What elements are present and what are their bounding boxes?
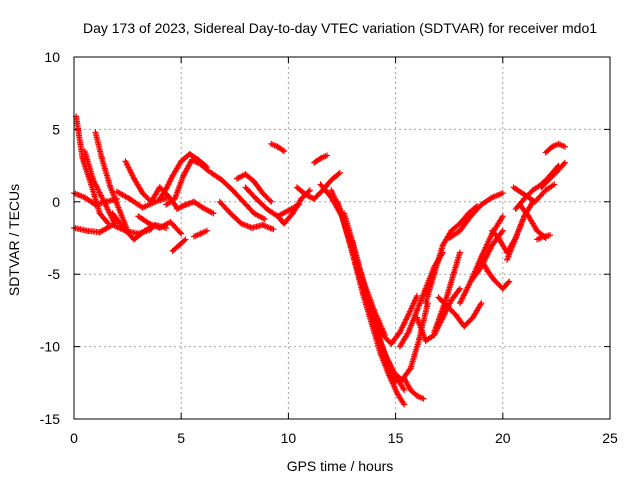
data-point (261, 216, 268, 223)
data-point (267, 197, 274, 204)
grid-lines (74, 57, 610, 419)
data-point (323, 152, 330, 159)
x-tick-label: 15 (388, 430, 404, 446)
data-series-arc-11 (163, 156, 213, 208)
data-point (178, 230, 185, 237)
data-series-arc-38 (478, 256, 513, 292)
data-series-arc-17 (233, 171, 275, 205)
data-series-arc-36 (456, 213, 506, 307)
data-series-arc-02 (73, 113, 112, 227)
data-series-arc-13 (169, 236, 189, 255)
data-point (414, 292, 421, 299)
data-point (177, 229, 184, 236)
data-point (478, 300, 485, 307)
data-point (499, 190, 506, 197)
data-series-arc-34 (435, 294, 485, 330)
data-series-arc-16 (216, 198, 277, 233)
data-series-arc-32 (422, 203, 481, 307)
data-point (203, 227, 210, 234)
data-series-arc-19 (268, 140, 288, 155)
chart-title: Day 173 of 2023, Sidereal Day-to-day VTE… (83, 20, 597, 36)
data-series-arc-44 (542, 140, 568, 156)
data-series-arc-46 (534, 232, 553, 243)
data-point (306, 187, 313, 194)
data-point (268, 198, 275, 205)
data-point (505, 279, 512, 286)
data-point (420, 395, 427, 402)
data-point (546, 232, 553, 239)
data-point (498, 229, 505, 236)
data-point (506, 278, 513, 285)
data-point (560, 160, 567, 167)
data-point (104, 219, 111, 226)
y-tick-label: 10 (44, 49, 60, 65)
data-point (499, 213, 506, 220)
x-tick-label: 10 (281, 430, 297, 446)
data-point (181, 237, 188, 244)
data-point (561, 143, 568, 150)
y-tick-label: 5 (52, 121, 60, 137)
data-point (335, 170, 342, 177)
data-series-arc-05 (92, 129, 131, 234)
data-series-arc-28 (381, 300, 431, 383)
y-tick-label: -5 (48, 266, 61, 282)
data-point (455, 286, 462, 293)
data-point (182, 236, 189, 243)
axis-ticks: 0 5 10 15 20 25 10 5 0 -5 -10 -15 (40, 49, 618, 446)
data-series-arc-15 (208, 169, 268, 223)
data-series-arc-31 (414, 285, 463, 344)
data-series-arc-45 (538, 159, 568, 191)
x-tick-label: 5 (177, 430, 185, 446)
data-point (561, 159, 568, 166)
data-point (281, 148, 288, 155)
data-series-arc-27 (371, 292, 421, 347)
data-series-arc-35 (446, 190, 506, 241)
y-tick-label: 0 (52, 194, 60, 210)
data-point (456, 285, 463, 292)
data-series-arc-20 (274, 187, 313, 227)
data-series-arc-29 (401, 375, 427, 402)
data-series-arc-12 (173, 198, 217, 217)
y-tick-label: -15 (40, 411, 60, 427)
x-tick-label: 0 (70, 430, 78, 446)
data-series-arc-09 (135, 213, 185, 237)
data-point (210, 210, 217, 217)
data-series-arc-42 (510, 181, 558, 205)
data-point (204, 167, 211, 174)
x-axis-label: GPS time / hours (287, 458, 394, 474)
data-series-arc-21 (293, 169, 343, 202)
data-point (270, 226, 277, 233)
y-axis-label: SDTVAR / TECUs (6, 184, 22, 296)
data-point (401, 387, 408, 394)
data-point (551, 181, 558, 188)
plot-frame (73, 56, 611, 420)
data-series-arc-08 (122, 158, 180, 211)
y-tick-label: -10 (40, 339, 60, 355)
x-tick-label: 20 (495, 430, 511, 446)
data-series-arc-22 (311, 152, 330, 166)
data-point (111, 220, 118, 227)
data-markers (71, 113, 568, 408)
data-series-arc-40 (504, 198, 536, 263)
x-tick-label: 25 (602, 430, 618, 446)
data-series-arc-04 (81, 148, 118, 227)
data-point (456, 249, 463, 256)
data-point (401, 401, 408, 408)
data-series-arc-14 (191, 227, 210, 240)
data-point (392, 379, 399, 386)
data-point (279, 147, 286, 154)
data-point (499, 227, 506, 234)
data-point (336, 169, 343, 176)
